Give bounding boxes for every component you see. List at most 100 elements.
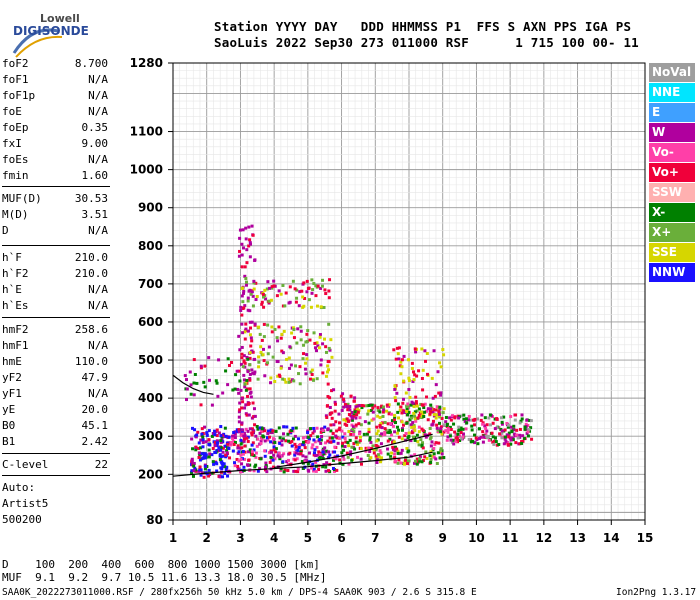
echo-point [336, 441, 340, 445]
echo-point [391, 445, 395, 449]
echo-point [259, 439, 263, 443]
echo-point [433, 394, 437, 398]
echo-point [254, 281, 258, 285]
echo-point [190, 470, 194, 474]
param-name: h`F [2, 251, 22, 264]
echo-point [329, 338, 333, 342]
echo-point [494, 440, 498, 444]
echo-point [231, 437, 235, 441]
echo-point [393, 452, 397, 456]
echo-point [437, 391, 441, 395]
echo-point [410, 416, 414, 420]
echo-point [439, 427, 443, 431]
echo-point [233, 387, 237, 391]
echo-point [305, 332, 309, 336]
echo-point [308, 377, 312, 381]
echo-point [378, 425, 382, 429]
echo-point [376, 445, 380, 449]
echo-point [331, 431, 335, 435]
echo-point [407, 358, 411, 362]
echo-point [278, 457, 282, 461]
echo-point [309, 427, 313, 431]
echo-point [350, 445, 354, 449]
echo-point [407, 376, 411, 380]
echo-point [261, 353, 265, 357]
echo-point [312, 451, 316, 455]
echo-point [263, 449, 267, 453]
echo-point [405, 447, 409, 451]
echo-point [251, 294, 255, 298]
echo-point [396, 410, 400, 414]
echo-point [416, 416, 420, 420]
echo-point [262, 335, 266, 339]
echo-point [411, 421, 415, 425]
echo-point [363, 420, 367, 424]
echo-point [265, 287, 269, 291]
echo-point [519, 419, 523, 423]
echo-point [302, 440, 306, 444]
legend-item-nnw: NNW [649, 263, 695, 282]
echo-point [275, 336, 279, 340]
echo-point [199, 473, 203, 477]
echo-point [303, 446, 307, 450]
echo-point [317, 346, 321, 350]
echo-point [461, 435, 465, 439]
echo-point [382, 408, 386, 412]
echo-point [207, 474, 211, 478]
echo-point [500, 431, 504, 435]
echo-point [303, 367, 307, 371]
echo-point [221, 391, 225, 395]
echo-point [192, 461, 196, 465]
echo-point [301, 442, 305, 446]
echo-point [327, 289, 331, 293]
echo-point [318, 437, 322, 441]
echo-point [269, 440, 273, 444]
echo-point [429, 410, 433, 414]
echo-point [321, 342, 325, 346]
echo-point [390, 451, 394, 455]
echo-point [236, 446, 240, 450]
echo-point [470, 428, 474, 432]
echo-point [255, 424, 259, 428]
echo-point [219, 425, 223, 429]
echo-point [474, 436, 478, 440]
echo-point [335, 429, 339, 433]
echo-point [378, 410, 382, 414]
echo-point [222, 454, 226, 458]
echo-point [195, 433, 199, 437]
echo-point [263, 468, 267, 472]
echo-point [295, 341, 299, 345]
echo-point [413, 373, 417, 377]
echo-point [244, 277, 248, 281]
echo-point [476, 417, 480, 421]
echo-point [438, 361, 442, 365]
echo-point [316, 344, 320, 348]
echo-point [405, 409, 409, 413]
echo-point [198, 466, 202, 470]
echo-point [263, 429, 267, 433]
echo-point [247, 450, 251, 454]
echo-point [266, 323, 270, 327]
echo-point [358, 439, 362, 443]
echo-point [208, 452, 212, 456]
param-value: 45.1 [81, 419, 109, 432]
echo-point [324, 345, 328, 349]
echo-point [448, 416, 452, 420]
echo-point [286, 469, 290, 473]
echo-point [252, 287, 256, 291]
echo-point [274, 429, 278, 433]
echo-point [292, 379, 296, 383]
echo-point [216, 394, 220, 398]
echo-point [367, 427, 371, 431]
echo-point [393, 384, 397, 388]
echo-point [304, 340, 308, 344]
echo-point [399, 451, 403, 455]
echo-point [261, 347, 265, 351]
echo-point [462, 417, 466, 421]
echo-point [273, 441, 277, 445]
echo-point [231, 434, 235, 438]
echo-point [242, 289, 246, 293]
echo-point [379, 451, 383, 455]
echo-point [185, 387, 189, 391]
echo-point [400, 448, 404, 452]
